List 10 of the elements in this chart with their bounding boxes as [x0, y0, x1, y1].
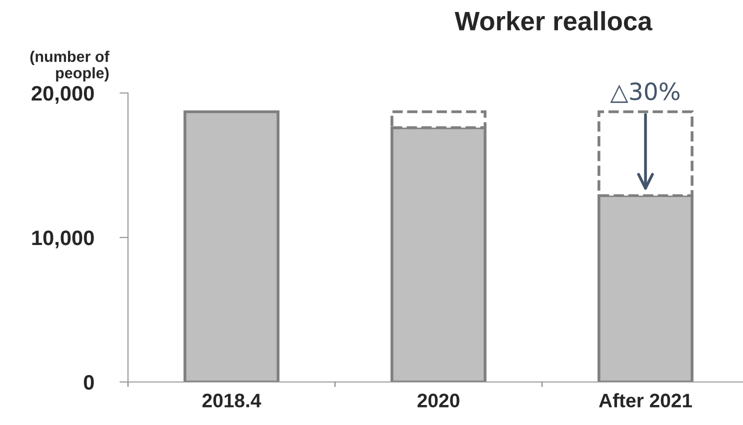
x-tick-label: 2018.4: [202, 394, 262, 408]
y-axis-title: (number of people): [30, 50, 110, 82]
x-tick-label: After 2021: [598, 393, 692, 408]
x-tick-label: 2020: [418, 394, 460, 408]
annotation: △30%: [610, 82, 680, 103]
bar: [184, 110, 280, 382]
y-tick-label: 0: [84, 375, 94, 390]
chart-title: Worker realloca: [454, 11, 652, 30]
y-tick-label: 10,000: [32, 230, 94, 248]
y-tick-label: 20,000: [32, 86, 94, 104]
